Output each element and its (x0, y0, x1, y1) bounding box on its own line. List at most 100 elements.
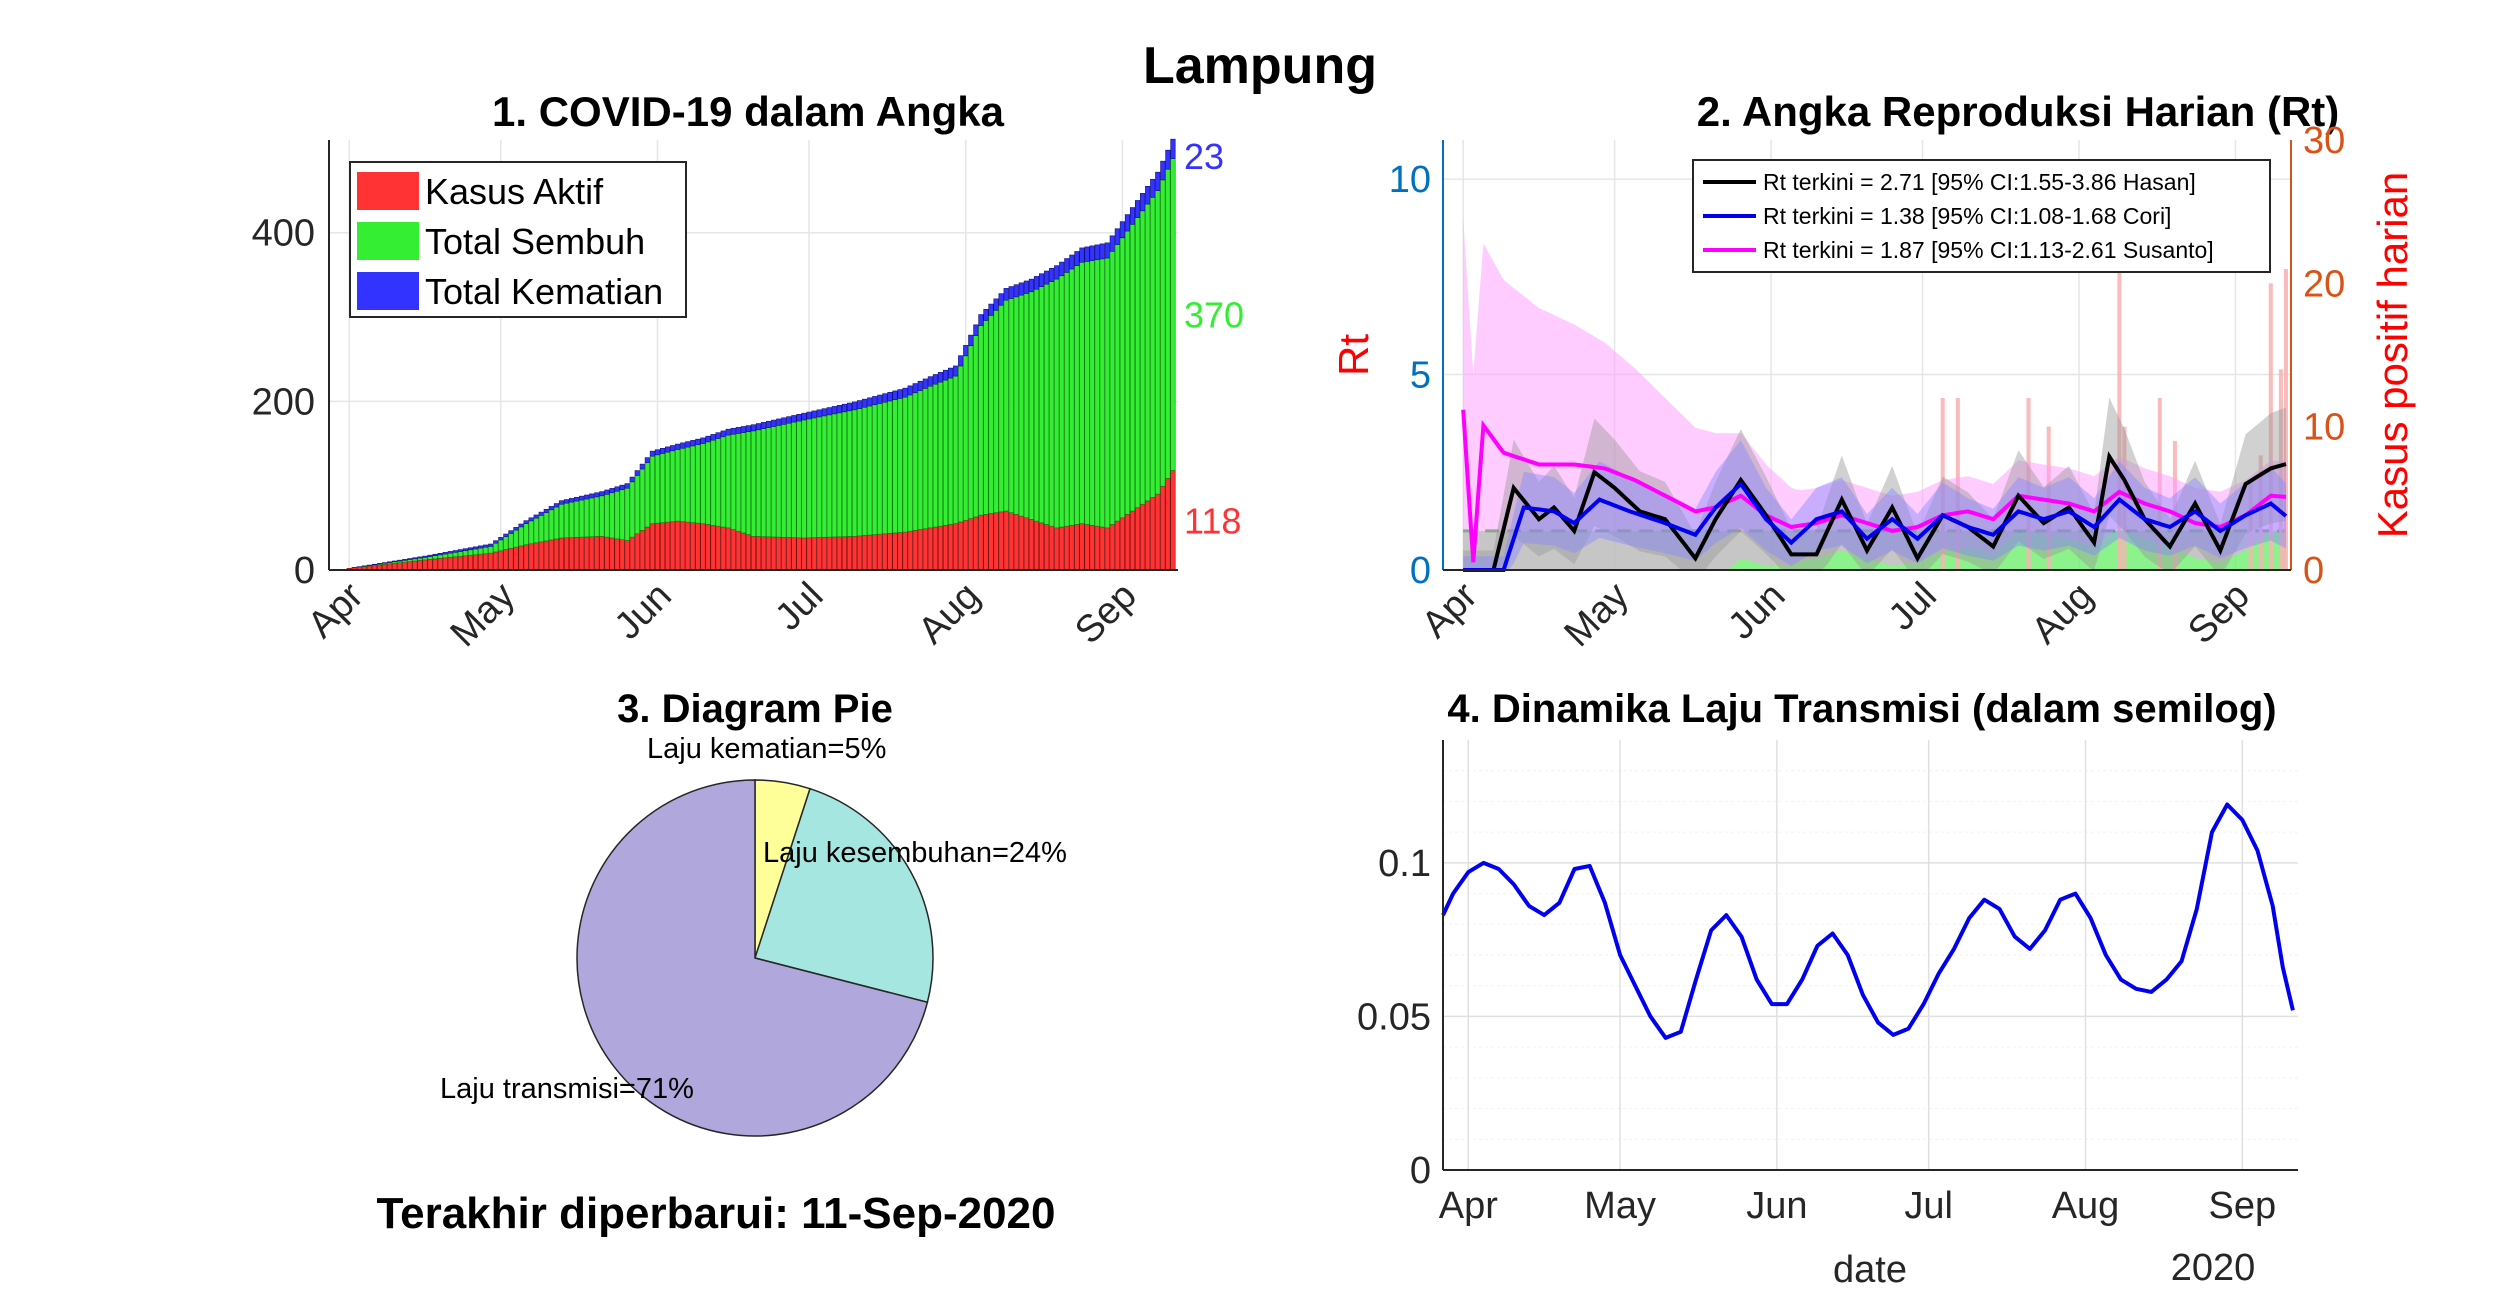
x-tick-label: Apr (1439, 1185, 1498, 1227)
bar-kematian (907, 385, 913, 396)
panel1-bars (346, 138, 1176, 571)
panel2-rt-lines (1461, 409, 2288, 572)
bar-aktif (1099, 526, 1105, 571)
bar-aktif (882, 533, 888, 571)
bar-aktif (498, 550, 504, 571)
bar-aktif (397, 562, 403, 571)
bar-sembuh (594, 496, 600, 537)
bar-aktif (1114, 520, 1120, 571)
bar-aktif (457, 555, 463, 571)
panel1-title: 1. COVID-19 dalam Angka (492, 88, 1005, 135)
bar-sembuh (1129, 224, 1136, 512)
bar-sembuh (528, 520, 534, 545)
bar-aktif (574, 537, 580, 571)
bar-kematian (695, 438, 701, 446)
bar-aktif (988, 513, 994, 571)
bar-sembuh (584, 498, 590, 538)
bar-aktif (948, 524, 954, 571)
bar-kematian (376, 563, 383, 565)
bar-sembuh (478, 547, 484, 555)
bar-aktif (1033, 520, 1040, 571)
bar-sembuh (695, 444, 701, 524)
bar-sembuh (968, 345, 974, 519)
bar-aktif (508, 548, 514, 571)
pie-slice (754, 787, 934, 1004)
bar-sembuh (503, 536, 509, 550)
bar-aktif (887, 533, 893, 571)
bar-sembuh (1074, 265, 1080, 525)
bar-sembuh (715, 438, 721, 527)
bar-kematian (922, 378, 928, 389)
bar-aktif (978, 514, 984, 571)
bar-sembuh (786, 422, 792, 538)
bar-aktif (710, 525, 716, 571)
bar-sembuh (538, 515, 544, 543)
bar-sembuh (993, 310, 999, 513)
bar-aktif (685, 521, 691, 571)
bar-kematian (942, 369, 949, 381)
x-tick-label: Jun (607, 575, 680, 648)
bar-aktif (932, 526, 939, 571)
bar-aktif (402, 561, 408, 571)
bar-sembuh (624, 487, 630, 541)
bar-aktif (417, 560, 423, 571)
bar-sembuh (417, 557, 423, 561)
panel4-xlabel: date (1833, 1249, 1907, 1291)
bar-aktif (447, 556, 453, 571)
bar-kematian (821, 408, 827, 417)
bar-aktif (437, 558, 443, 571)
bar-aktif (791, 537, 797, 571)
bar-kematian (1129, 207, 1136, 225)
bar-sembuh (937, 381, 944, 527)
bar-aktif (533, 542, 539, 571)
bar-aktif (761, 536, 767, 571)
bar-aktif (695, 522, 701, 571)
bar-kematian (503, 533, 509, 537)
bar-kematian (796, 414, 802, 422)
rt-line (1461, 409, 2287, 563)
bar-kematian (690, 440, 696, 447)
bar-aktif (1109, 524, 1115, 571)
bar-aktif (634, 533, 640, 571)
bar-aktif (690, 522, 696, 571)
bar-aktif (675, 520, 681, 571)
bar-aktif (1145, 500, 1151, 571)
bar-sembuh (472, 548, 479, 555)
bar-aktif (730, 529, 736, 571)
bar-sembuh (1165, 168, 1171, 479)
legend-swatch-sembuh (357, 222, 419, 260)
bar-kematian (665, 446, 671, 453)
end-label-aktif: 118 (1184, 500, 1241, 541)
bar-kematian (680, 442, 686, 449)
bar-aktif (811, 537, 817, 571)
bar-kematian (862, 398, 868, 408)
bar-kematian (791, 415, 797, 423)
bar-kematian (1033, 276, 1040, 290)
bar-aktif (841, 536, 848, 571)
bar-aktif (826, 536, 832, 571)
bar-sembuh (922, 388, 928, 529)
bar-sembuh (659, 453, 666, 523)
pie-label-transmisi: Laju transmisi=71% (440, 1073, 694, 1105)
y-tick-label: 0.1 (1378, 843, 1431, 885)
bar-aktif (968, 518, 974, 571)
bar-kematian (553, 503, 559, 508)
bar-kematian (725, 428, 731, 436)
bar-sembuh (498, 539, 504, 552)
bar-kematian (417, 556, 423, 559)
bar-kematian (735, 427, 741, 434)
bar-sembuh (745, 431, 752, 535)
bar-aktif (493, 551, 499, 571)
bar-kematian (715, 432, 721, 439)
bar-sembuh (892, 399, 898, 534)
bar-kematian (659, 448, 666, 454)
bar-sembuh (462, 550, 469, 557)
bar-kematian (973, 324, 979, 336)
bar-aktif (857, 535, 863, 571)
bar-aktif (1129, 510, 1136, 571)
bar-sembuh (1023, 293, 1029, 519)
bar-sembuh (1084, 261, 1090, 525)
bar-sembuh (917, 390, 923, 530)
bar-aktif (432, 558, 438, 571)
x-tick-label: Aug (911, 575, 989, 653)
